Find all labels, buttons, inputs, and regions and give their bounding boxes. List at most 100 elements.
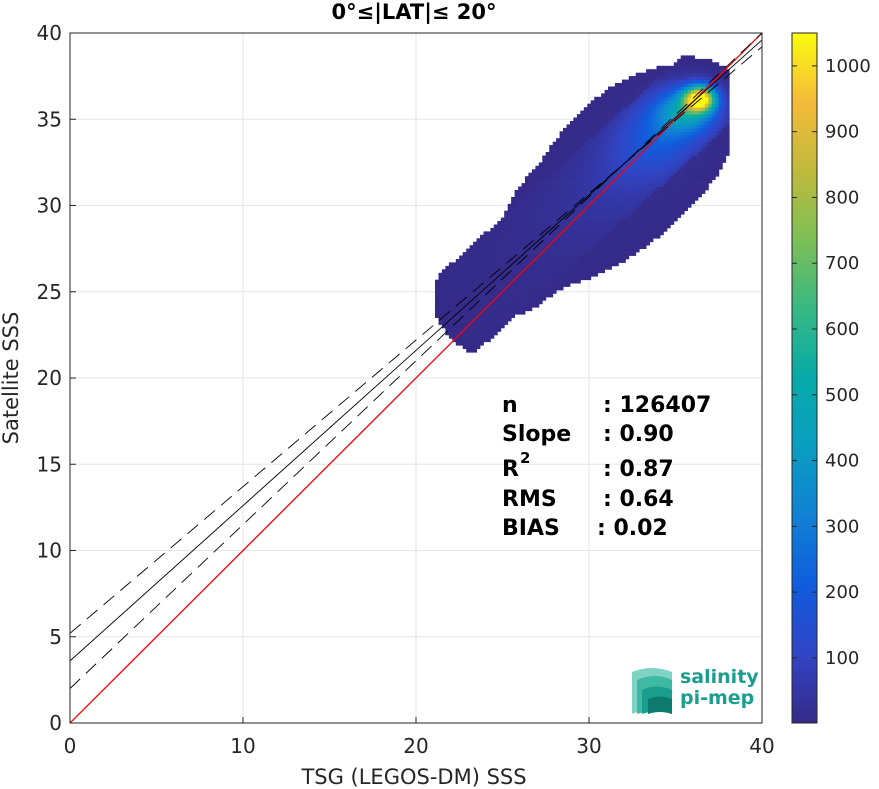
- density-cell: [594, 172, 599, 177]
- density-cell: [531, 248, 536, 253]
- density-cell: [656, 79, 661, 84]
- density-cell: [666, 76, 671, 80]
- density-cell: [666, 127, 671, 132]
- density-cell: [576, 245, 581, 249]
- density-cell: [639, 86, 644, 91]
- density-cell: [500, 259, 505, 263]
- density-cell: [507, 262, 512, 267]
- density-cell: [673, 196, 678, 201]
- density-cell: [694, 110, 699, 115]
- density-cell: [525, 283, 529, 287]
- density-cell: [493, 317, 498, 322]
- density-cell: [684, 138, 688, 143]
- density-cell: [587, 183, 592, 187]
- density-cell: [521, 300, 526, 305]
- density-cell: [701, 114, 706, 118]
- density-cell: [570, 121, 574, 125]
- density-cell: [480, 321, 484, 325]
- density-cell: [621, 100, 626, 105]
- density-cell: [608, 227, 612, 232]
- density-cell: [511, 224, 515, 229]
- density-cell: [448, 262, 453, 267]
- density-cell: [653, 162, 657, 167]
- density-cell: [500, 231, 505, 236]
- density-cell: [573, 272, 578, 277]
- density-cell: [583, 145, 588, 149]
- density-cell: [497, 252, 502, 256]
- density-cell: [566, 162, 571, 167]
- density-cell: [677, 162, 682, 167]
- density-cell: [642, 107, 647, 112]
- density-cell: [573, 152, 578, 156]
- density-cell: [559, 207, 564, 211]
- density-cell: [628, 158, 633, 163]
- density-cell: [611, 152, 616, 156]
- density-cell: [597, 231, 602, 236]
- density-cell: [701, 165, 706, 170]
- density-cell: [469, 317, 474, 322]
- density-cell: [711, 76, 716, 80]
- density-cell: [587, 165, 592, 170]
- density-cell: [455, 272, 460, 277]
- density-cell: [563, 224, 567, 229]
- density-cell: [490, 241, 495, 246]
- density-cell: [583, 214, 588, 218]
- density-cell: [701, 121, 706, 125]
- density-cell: [687, 127, 692, 132]
- density-cell: [573, 190, 578, 194]
- density-cell: [535, 210, 540, 215]
- density-cell: [559, 152, 564, 156]
- density-cell: [708, 117, 713, 122]
- density-cell: [511, 283, 515, 287]
- density-cell: [587, 127, 592, 132]
- density-cell: [549, 193, 554, 198]
- density-cell: [535, 269, 540, 274]
- density-cell: [621, 245, 626, 249]
- density-cell: [618, 152, 623, 156]
- density-cell: [708, 162, 713, 167]
- density-cell: [535, 234, 540, 239]
- density-cell: [677, 86, 682, 91]
- density-cell: [566, 138, 571, 143]
- density-cell: [604, 152, 609, 156]
- density-cell: [684, 207, 688, 211]
- density-cell: [670, 72, 675, 77]
- density-cell: [476, 276, 481, 281]
- density-cell: [531, 207, 536, 211]
- density-cell: [552, 241, 557, 246]
- density-cell: [621, 200, 626, 205]
- density-cell: [462, 341, 467, 346]
- density-cell: [677, 214, 682, 218]
- density-cell: [625, 252, 630, 256]
- density-cell: [646, 93, 650, 98]
- density-cell: [611, 196, 616, 201]
- density-cell: [639, 89, 644, 94]
- density-cell: [604, 245, 609, 249]
- density-cell: [538, 221, 543, 225]
- density-cell: [611, 107, 616, 112]
- density-cell: [635, 121, 640, 125]
- density-cell: [590, 131, 595, 136]
- density-cell: [511, 234, 515, 239]
- density-cell: [659, 183, 664, 187]
- density-cell: [583, 210, 588, 215]
- density-cell: [566, 169, 571, 174]
- density-cell: [597, 96, 602, 101]
- density-cell: [687, 110, 692, 115]
- density-cell: [480, 252, 484, 256]
- density-cell: [587, 124, 592, 129]
- density-cell: [531, 296, 536, 301]
- density-cell: [525, 269, 529, 274]
- density-cell: [698, 138, 702, 143]
- density-cell: [659, 65, 664, 70]
- density-cell: [611, 259, 616, 263]
- density-cell: [646, 155, 650, 160]
- density-cell: [500, 286, 505, 291]
- density-cell: [701, 145, 706, 149]
- density-cell: [725, 89, 730, 94]
- density-cell: [587, 276, 592, 281]
- density-cell: [628, 121, 633, 125]
- density-cell: [504, 231, 509, 236]
- density-cell: [559, 245, 564, 249]
- density-cell: [590, 172, 595, 177]
